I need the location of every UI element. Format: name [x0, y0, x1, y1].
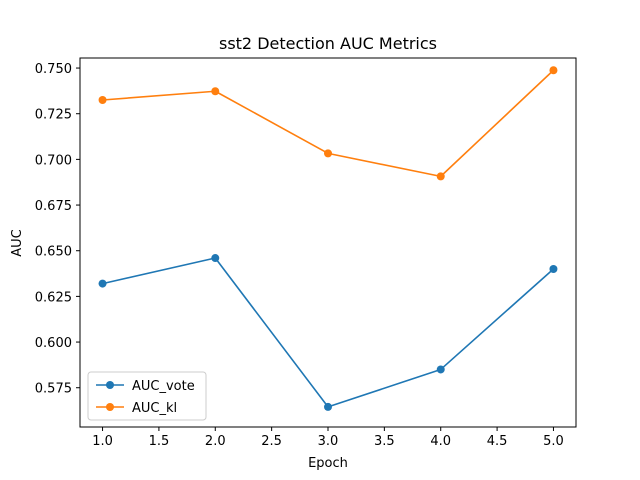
- data-point-AUC_kl-5: [549, 66, 558, 75]
- y-tick-label: 0.725: [35, 108, 72, 123]
- legend: AUC_vote AUC_kl: [87, 371, 207, 421]
- y-tick-label: 0.700: [35, 153, 72, 168]
- data-point-AUC_vote-5: [549, 264, 558, 273]
- legend-box: [87, 371, 207, 421]
- x-tick-label: 3.5: [374, 434, 395, 449]
- data-point-AUC_vote-4: [436, 365, 445, 374]
- y-tick-label: 0.625: [35, 290, 72, 305]
- data-point-AUC_kl-4: [436, 172, 445, 181]
- y-tick-label: 0.750: [35, 62, 72, 77]
- chart-title: sst2 Detection AUC Metrics: [219, 34, 437, 53]
- axes: 1.0 1.5 2.0 2.5 3.0 3.5 4.0 4.5 5.0 0.575 0.600 0.6…: [35, 57, 577, 449]
- data-point-AUC_vote-1: [98, 279, 107, 288]
- y-tick-label: 0.575: [35, 382, 72, 397]
- x-tick-label: 1.5: [149, 434, 170, 449]
- x-tick-label: 5.0: [543, 434, 564, 449]
- x-tick-label: 3.0: [318, 434, 339, 449]
- x-tick-label: 2.0: [205, 434, 226, 449]
- legend-marker-AUC_vote: [106, 381, 114, 389]
- data-point-AUC_kl-1: [98, 96, 107, 105]
- data-point-AUC_kl-2: [211, 87, 220, 96]
- legend-marker-AUC_kl: [106, 403, 114, 411]
- legend-label-AUC_kl: AUC_kl: [132, 401, 177, 416]
- x-tick-label: 1.0: [92, 434, 113, 449]
- x-tick-label: 4.0: [430, 434, 451, 449]
- data-point-AUC_kl-3: [324, 149, 332, 158]
- y-tick-label: 0.650: [35, 245, 72, 260]
- data-point-AUC_vote-3: [324, 402, 332, 411]
- x-axis-label: Epoch: [308, 456, 348, 471]
- x-tick-label: 2.5: [261, 434, 282, 449]
- x-tick-label: 4.5: [487, 434, 508, 449]
- y-tick-label: 0.600: [35, 336, 72, 351]
- data-point-AUC_vote-2: [211, 254, 220, 263]
- plot-area: [98, 66, 558, 411]
- y-axis-label: AUC: [10, 229, 25, 257]
- legend-label-AUC_vote: AUC_vote: [132, 379, 195, 394]
- y-tick-label: 0.675: [35, 199, 72, 214]
